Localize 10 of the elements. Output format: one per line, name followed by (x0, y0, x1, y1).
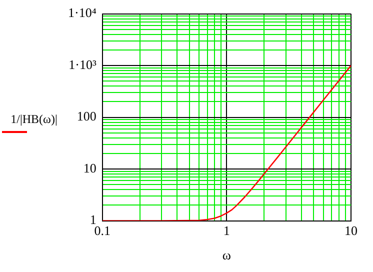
y-tick-label: 1·10³ (68, 56, 96, 72)
y-tick-label: 1·10⁴ (68, 5, 97, 20)
x-axis-title: ω (222, 248, 232, 263)
x-tick-label: 0.1 (94, 223, 110, 238)
y-tick-label: 1 (90, 212, 96, 228)
x-tick-label: 10 (344, 223, 358, 238)
y-axis-title: 1/|HB(ω)| (10, 112, 58, 127)
y-tick-label: 10 (83, 160, 96, 176)
y-tick-label: 100 (76, 108, 96, 124)
x-tick-label: 1 (223, 223, 230, 238)
